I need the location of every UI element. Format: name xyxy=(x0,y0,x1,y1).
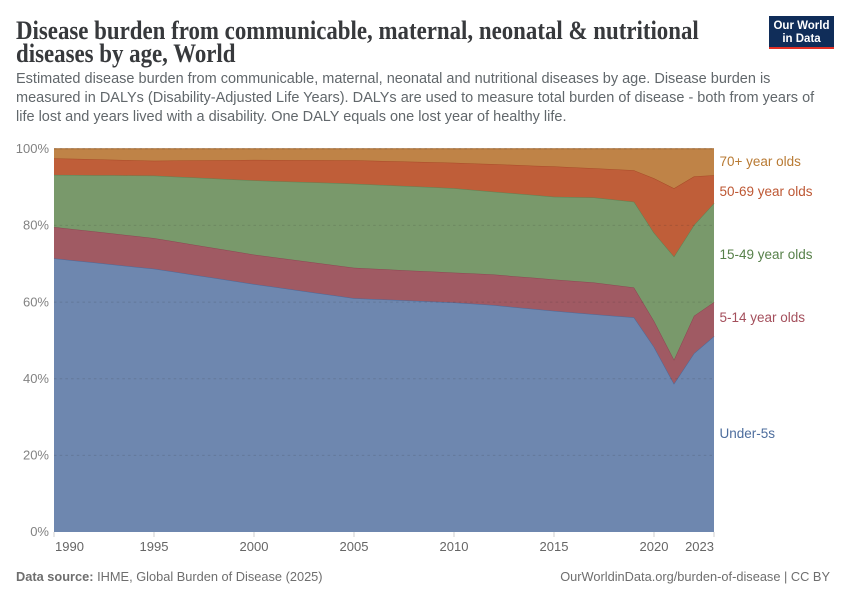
svg-text:60%: 60% xyxy=(23,294,49,309)
svg-text:1990: 1990 xyxy=(55,539,84,554)
svg-text:2010: 2010 xyxy=(440,539,469,554)
svg-text:2015: 2015 xyxy=(540,539,569,554)
svg-text:2020: 2020 xyxy=(640,539,669,554)
svg-text:15-49 year olds: 15-49 year olds xyxy=(720,247,813,262)
svg-text:70+ year olds: 70+ year olds xyxy=(720,154,802,169)
svg-text:Under-5s: Under-5s xyxy=(720,426,776,441)
svg-text:40%: 40% xyxy=(23,371,49,386)
svg-text:80%: 80% xyxy=(23,218,49,233)
svg-text:2023: 2023 xyxy=(685,539,714,554)
svg-text:5-14 year olds: 5-14 year olds xyxy=(720,310,806,325)
svg-text:0%: 0% xyxy=(30,524,49,539)
svg-text:2005: 2005 xyxy=(340,539,369,554)
svg-text:1995: 1995 xyxy=(140,539,169,554)
svg-text:50-69 year olds: 50-69 year olds xyxy=(720,184,813,199)
svg-text:100%: 100% xyxy=(16,141,50,156)
svg-text:20%: 20% xyxy=(23,448,49,463)
svg-text:2000: 2000 xyxy=(240,539,269,554)
